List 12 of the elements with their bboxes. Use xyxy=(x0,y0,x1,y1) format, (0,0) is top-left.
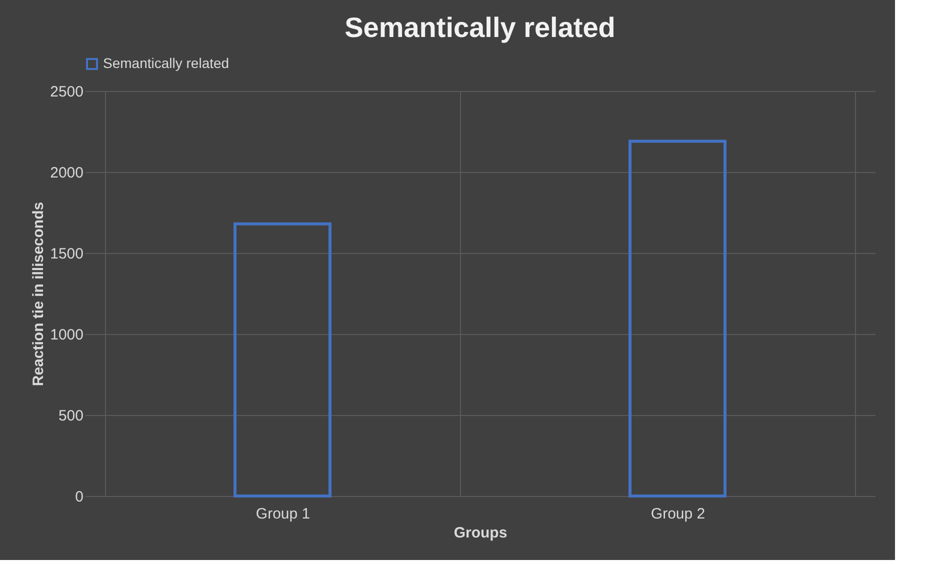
y-tick-label: 2000 xyxy=(50,164,84,182)
y-axis-title: Reaction tie in illiseconds xyxy=(30,202,48,386)
x-axis-title: Groups xyxy=(454,524,508,542)
y-tick-label: 0 xyxy=(75,488,84,506)
legend-label: Semantically related xyxy=(103,55,230,71)
y-tick-label: 2500 xyxy=(50,84,84,100)
x-tick-label: Group 2 xyxy=(650,506,706,522)
y-tick-label: 500 xyxy=(58,408,84,424)
y-tick-label: 1500 xyxy=(50,246,84,262)
chart-title: Semantically related xyxy=(344,12,616,43)
x-tick-label: Group 1 xyxy=(256,506,310,522)
y-tick-label: 1000 xyxy=(50,326,84,344)
